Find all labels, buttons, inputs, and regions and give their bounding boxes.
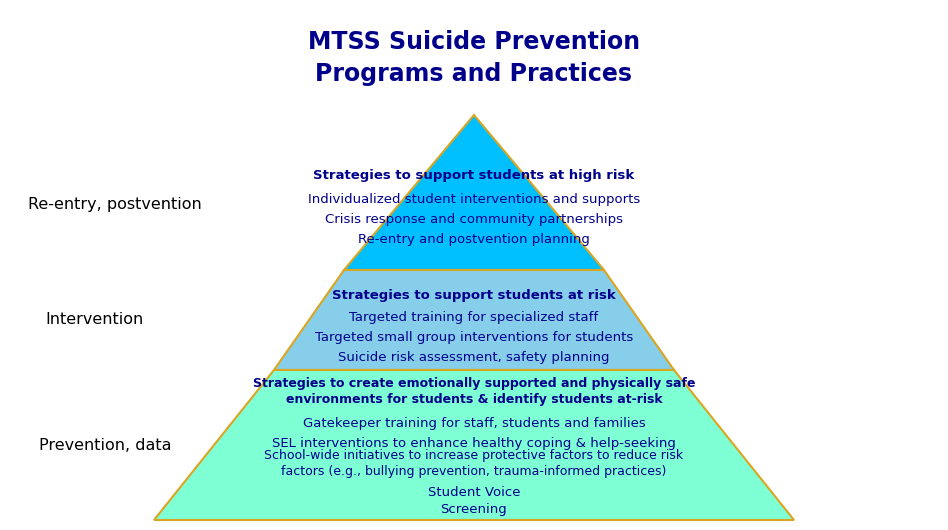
Text: Individualized student interventions and supports: Individualized student interventions and… [308,193,640,207]
Text: Targeted training for specialized staff: Targeted training for specialized staff [350,312,598,324]
Text: Re-entry, postvention: Re-entry, postvention [28,198,202,213]
Text: SEL interventions to enhance healthy coping & help-seeking: SEL interventions to enhance healthy cop… [272,437,676,450]
Text: Targeted small group interventions for students: Targeted small group interventions for s… [315,331,633,344]
Text: Strategies to support students at high risk: Strategies to support students at high r… [314,169,634,181]
Text: Intervention: Intervention [46,313,144,328]
Text: Screening: Screening [441,502,507,516]
Polygon shape [344,115,604,270]
Text: Re-entry and postvention planning: Re-entry and postvention planning [358,234,590,246]
Text: Crisis response and community partnerships: Crisis response and community partnershi… [325,214,623,226]
Polygon shape [154,370,794,520]
Text: Gatekeeper training for staff, students and families: Gatekeeper training for staff, students … [302,418,646,430]
Text: Strategies to create emotionally supported and physically safe
environments for : Strategies to create emotionally support… [253,377,695,407]
Text: MTSS Suicide Prevention
Programs and Practices: MTSS Suicide Prevention Programs and Pra… [308,30,640,86]
Text: Prevention, data: Prevention, data [39,437,172,453]
Text: School-wide initiatives to increase protective factors to reduce risk
factors (e: School-wide initiatives to increase prot… [264,448,684,478]
Text: Student Voice: Student Voice [428,487,520,499]
Polygon shape [274,270,674,370]
Text: Strategies to support students at risk: Strategies to support students at risk [332,288,616,302]
Text: Suicide risk assessment, safety planning: Suicide risk assessment, safety planning [338,351,610,365]
